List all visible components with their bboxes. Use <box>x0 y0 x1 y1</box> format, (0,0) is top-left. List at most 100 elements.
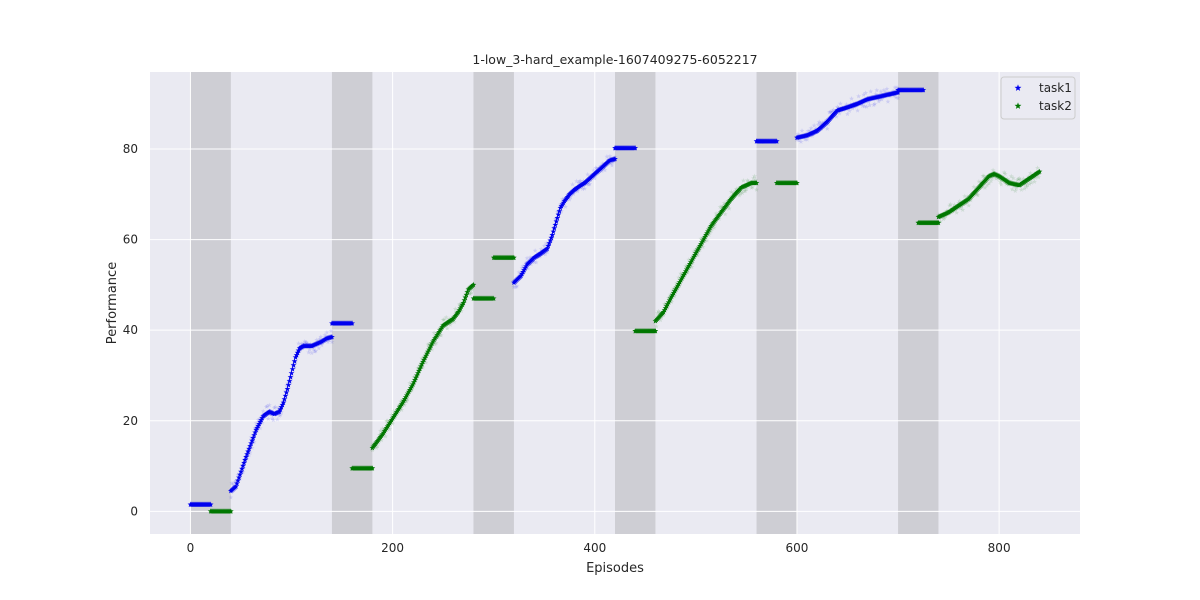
data-point-raw <box>1029 180 1034 185</box>
data-point-raw <box>1027 170 1033 176</box>
data-point-raw <box>240 469 246 475</box>
data-point-raw <box>425 341 431 347</box>
data-point-raw <box>879 96 885 102</box>
data-point-raw <box>527 254 533 260</box>
data-point-raw <box>256 416 262 422</box>
data-point-raw <box>1008 173 1014 179</box>
data-point-raw <box>399 407 405 413</box>
data-point-raw <box>440 317 446 322</box>
data-point-raw <box>516 269 522 275</box>
data-point-raw <box>417 362 423 368</box>
data-point-raw <box>1036 174 1042 180</box>
data-point-raw <box>988 178 994 184</box>
data-point-raw <box>288 379 293 385</box>
data-point-raw <box>1014 177 1020 183</box>
data-point <box>753 179 760 186</box>
data-point-raw <box>807 128 813 134</box>
data-point-raw <box>1024 182 1030 188</box>
data-point <box>464 289 471 295</box>
data-point-raw <box>958 205 964 211</box>
data-point-raw <box>663 302 669 307</box>
data-point <box>248 440 254 446</box>
data-point-raw <box>407 380 413 386</box>
data-point-raw <box>693 247 699 252</box>
data-point <box>349 320 356 326</box>
data-point-raw <box>296 340 302 346</box>
series-task2 <box>207 165 1043 514</box>
data-point-raw <box>739 190 745 196</box>
data-point-raw <box>824 126 830 131</box>
data-point-raw <box>269 415 275 421</box>
data-point-raw <box>1022 181 1028 187</box>
data-point-raw <box>558 208 564 214</box>
data-point-raw <box>796 137 802 143</box>
data-point-raw <box>233 478 239 484</box>
data-point-raw <box>374 443 380 449</box>
data-point-raw <box>413 377 419 383</box>
data-point-raw <box>875 96 881 101</box>
data-point-raw <box>375 440 381 445</box>
data-point <box>920 87 927 93</box>
data-point-raw <box>877 96 883 102</box>
data-point <box>461 297 468 303</box>
data-point-raw <box>325 339 331 345</box>
data-point-raw <box>989 175 995 181</box>
data-point-raw <box>707 229 713 235</box>
data-point <box>409 381 416 387</box>
data-point-raw <box>712 222 718 227</box>
data-point-raw <box>312 349 318 354</box>
data-point-raw <box>462 298 468 303</box>
y-axis-label: Performance <box>105 262 120 344</box>
data-point-raw <box>1023 184 1029 190</box>
data-point-raw <box>1030 175 1035 181</box>
data-point-raw <box>876 98 882 104</box>
legend-marker-task2 <box>1014 102 1022 109</box>
data-point-raw <box>686 257 692 262</box>
data-point-raw <box>316 345 322 351</box>
data-point <box>244 451 250 457</box>
data-point-raw <box>588 177 594 183</box>
data-point-raw <box>538 246 544 252</box>
data-point-raw <box>990 167 996 173</box>
data-point-raw <box>1016 175 1022 181</box>
data-point-raw <box>878 88 884 94</box>
data-point-raw <box>554 209 560 215</box>
data-point-raw <box>232 479 238 485</box>
data-point-raw <box>444 325 450 331</box>
data-point-raw <box>237 476 243 482</box>
data-point-raw <box>557 202 563 207</box>
data-point-raw <box>795 131 801 137</box>
data-point-raw <box>737 191 743 196</box>
data-point <box>287 374 294 380</box>
data-point-raw <box>837 101 843 106</box>
data-point-raw <box>1015 176 1021 182</box>
data-point <box>652 328 659 334</box>
data-point-raw <box>1012 188 1018 193</box>
data-point <box>419 361 425 367</box>
data-point-raw <box>874 87 880 93</box>
data-point-raw <box>690 260 696 266</box>
data-point-raw <box>297 347 303 353</box>
data-point-raw <box>963 201 969 206</box>
data-point-raw <box>802 136 808 142</box>
data-point-raw <box>530 258 536 263</box>
data-point <box>280 399 287 406</box>
data-point-raw <box>602 167 608 173</box>
data-point <box>413 374 419 381</box>
data-point-raw <box>700 244 706 250</box>
data-point-raw <box>719 204 725 209</box>
data-point-raw <box>434 334 440 340</box>
data-point-raw <box>299 341 305 346</box>
data-point-raw <box>844 101 849 107</box>
data-point-raw <box>885 99 891 104</box>
data-point-raw <box>1033 175 1038 180</box>
data-point-raw <box>748 185 754 190</box>
data-point-raw <box>591 167 597 173</box>
data-point <box>550 228 557 235</box>
data-point-raw <box>252 425 258 431</box>
data-point-raw <box>552 216 558 222</box>
data-point <box>285 382 292 388</box>
data-point-raw <box>827 109 833 114</box>
data-point-raw <box>981 173 987 179</box>
data-point <box>246 445 252 452</box>
